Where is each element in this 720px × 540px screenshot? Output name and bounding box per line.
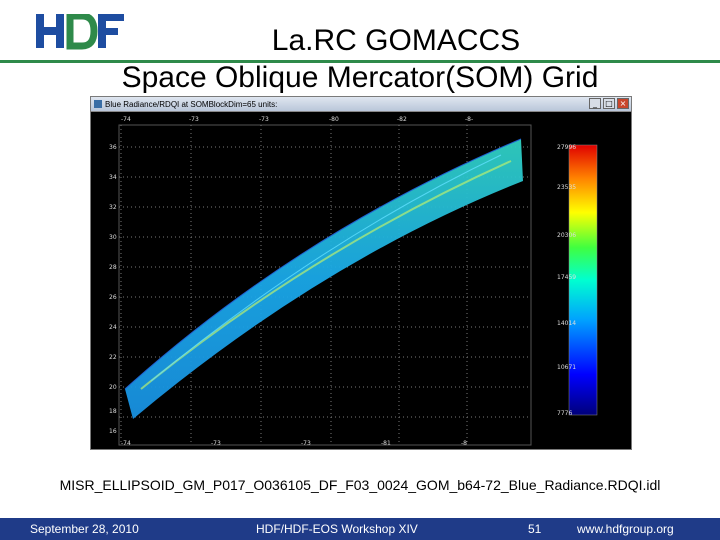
footer-bar: September 28, 2010 HDF/HDF-EOS Workshop … — [0, 518, 720, 540]
swath-highlight-2 — [150, 154, 502, 382]
footer-workshop: HDF/HDF-EOS Workshop XIV — [256, 522, 418, 536]
footer-date: September 28, 2010 — [30, 522, 139, 536]
top-tick: -73 — [189, 116, 199, 123]
swath-highlight — [140, 160, 512, 390]
top-tick: -80 — [329, 116, 339, 123]
left-tick: 24 — [109, 324, 117, 331]
tick-labels: -74 -73 -73 -80 -82 -8- -74 -73 -73 -81 … — [109, 116, 473, 447]
colorbar-tick: 27996 — [557, 144, 576, 151]
filename-caption: MISR_ELLIPSOID_GM_P017_O036105_DF_F03_00… — [59, 477, 661, 493]
app-icon — [94, 100, 102, 108]
colorbar-tick: 14014 — [557, 320, 576, 327]
title-line-1: La.RC GOMACCS — [271, 24, 521, 57]
colorbar-tick: 7776 — [557, 410, 572, 417]
left-tick: 16 — [109, 428, 117, 435]
plot-window[interactable]: Blue Radiance/RDQI at SOMBlockDim=65 uni… — [90, 96, 632, 450]
left-tick: 20 — [109, 384, 117, 391]
window-title: Blue Radiance/RDQI at SOMBlockDim=65 uni… — [105, 99, 278, 109]
minimize-icon[interactable]: _ — [589, 98, 601, 109]
bottom-tick: -81 — [381, 440, 391, 447]
maximize-icon[interactable]: □ — [603, 98, 615, 109]
swath-band — [125, 139, 523, 419]
left-tick: 22 — [109, 354, 117, 361]
footer-page-number: 51 — [528, 522, 542, 536]
title-line-2: Space Oblique Mercator(SOM) Grid — [121, 61, 599, 94]
top-tick: -8- — [465, 116, 473, 123]
colorbar-tick: 23535 — [557, 184, 576, 191]
left-tick: 32 — [109, 204, 117, 211]
colorbar-labels: 27996 23535 20306 17459 14014 10671 7776 — [557, 144, 576, 417]
top-tick: -82 — [397, 116, 407, 123]
slide-title: La.RC GOMACCS Space Oblique Mercator(SOM… — [0, 24, 720, 96]
bottom-tick: -8 — [461, 440, 467, 447]
bottom-tick: -73 — [301, 440, 311, 447]
top-tick: -73 — [259, 116, 269, 123]
swath-region — [124, 138, 523, 419]
colorbar-tick: 20306 — [557, 232, 576, 239]
swath-edge — [124, 138, 522, 390]
top-tick: -74 — [121, 116, 131, 123]
hdf-logo — [36, 14, 124, 50]
left-tick: 30 — [109, 234, 117, 241]
window-controls: _ □ × — [589, 98, 629, 109]
left-tick: 36 — [109, 144, 117, 151]
close-icon[interactable]: × — [617, 98, 629, 109]
colorbar-tick: 10671 — [557, 364, 576, 371]
bottom-tick: -73 — [211, 440, 221, 447]
left-tick: 26 — [109, 294, 117, 301]
plot-frame — [118, 124, 532, 446]
left-tick: 18 — [109, 408, 117, 415]
left-tick: 34 — [109, 174, 117, 181]
left-tick: 28 — [109, 264, 117, 271]
window-titlebar[interactable]: Blue Radiance/RDQI at SOMBlockDim=65 uni… — [91, 97, 631, 112]
bottom-tick: -74 — [121, 440, 131, 447]
som-grid-plot: -74 -73 -73 -80 -82 -8- -74 -73 -73 -81 … — [109, 116, 598, 447]
colorbar — [568, 144, 598, 416]
header-rule — [0, 60, 720, 63]
colorbar-tick: 17459 — [557, 274, 576, 281]
footer-url[interactable]: www.hdfgroup.org — [577, 522, 674, 536]
